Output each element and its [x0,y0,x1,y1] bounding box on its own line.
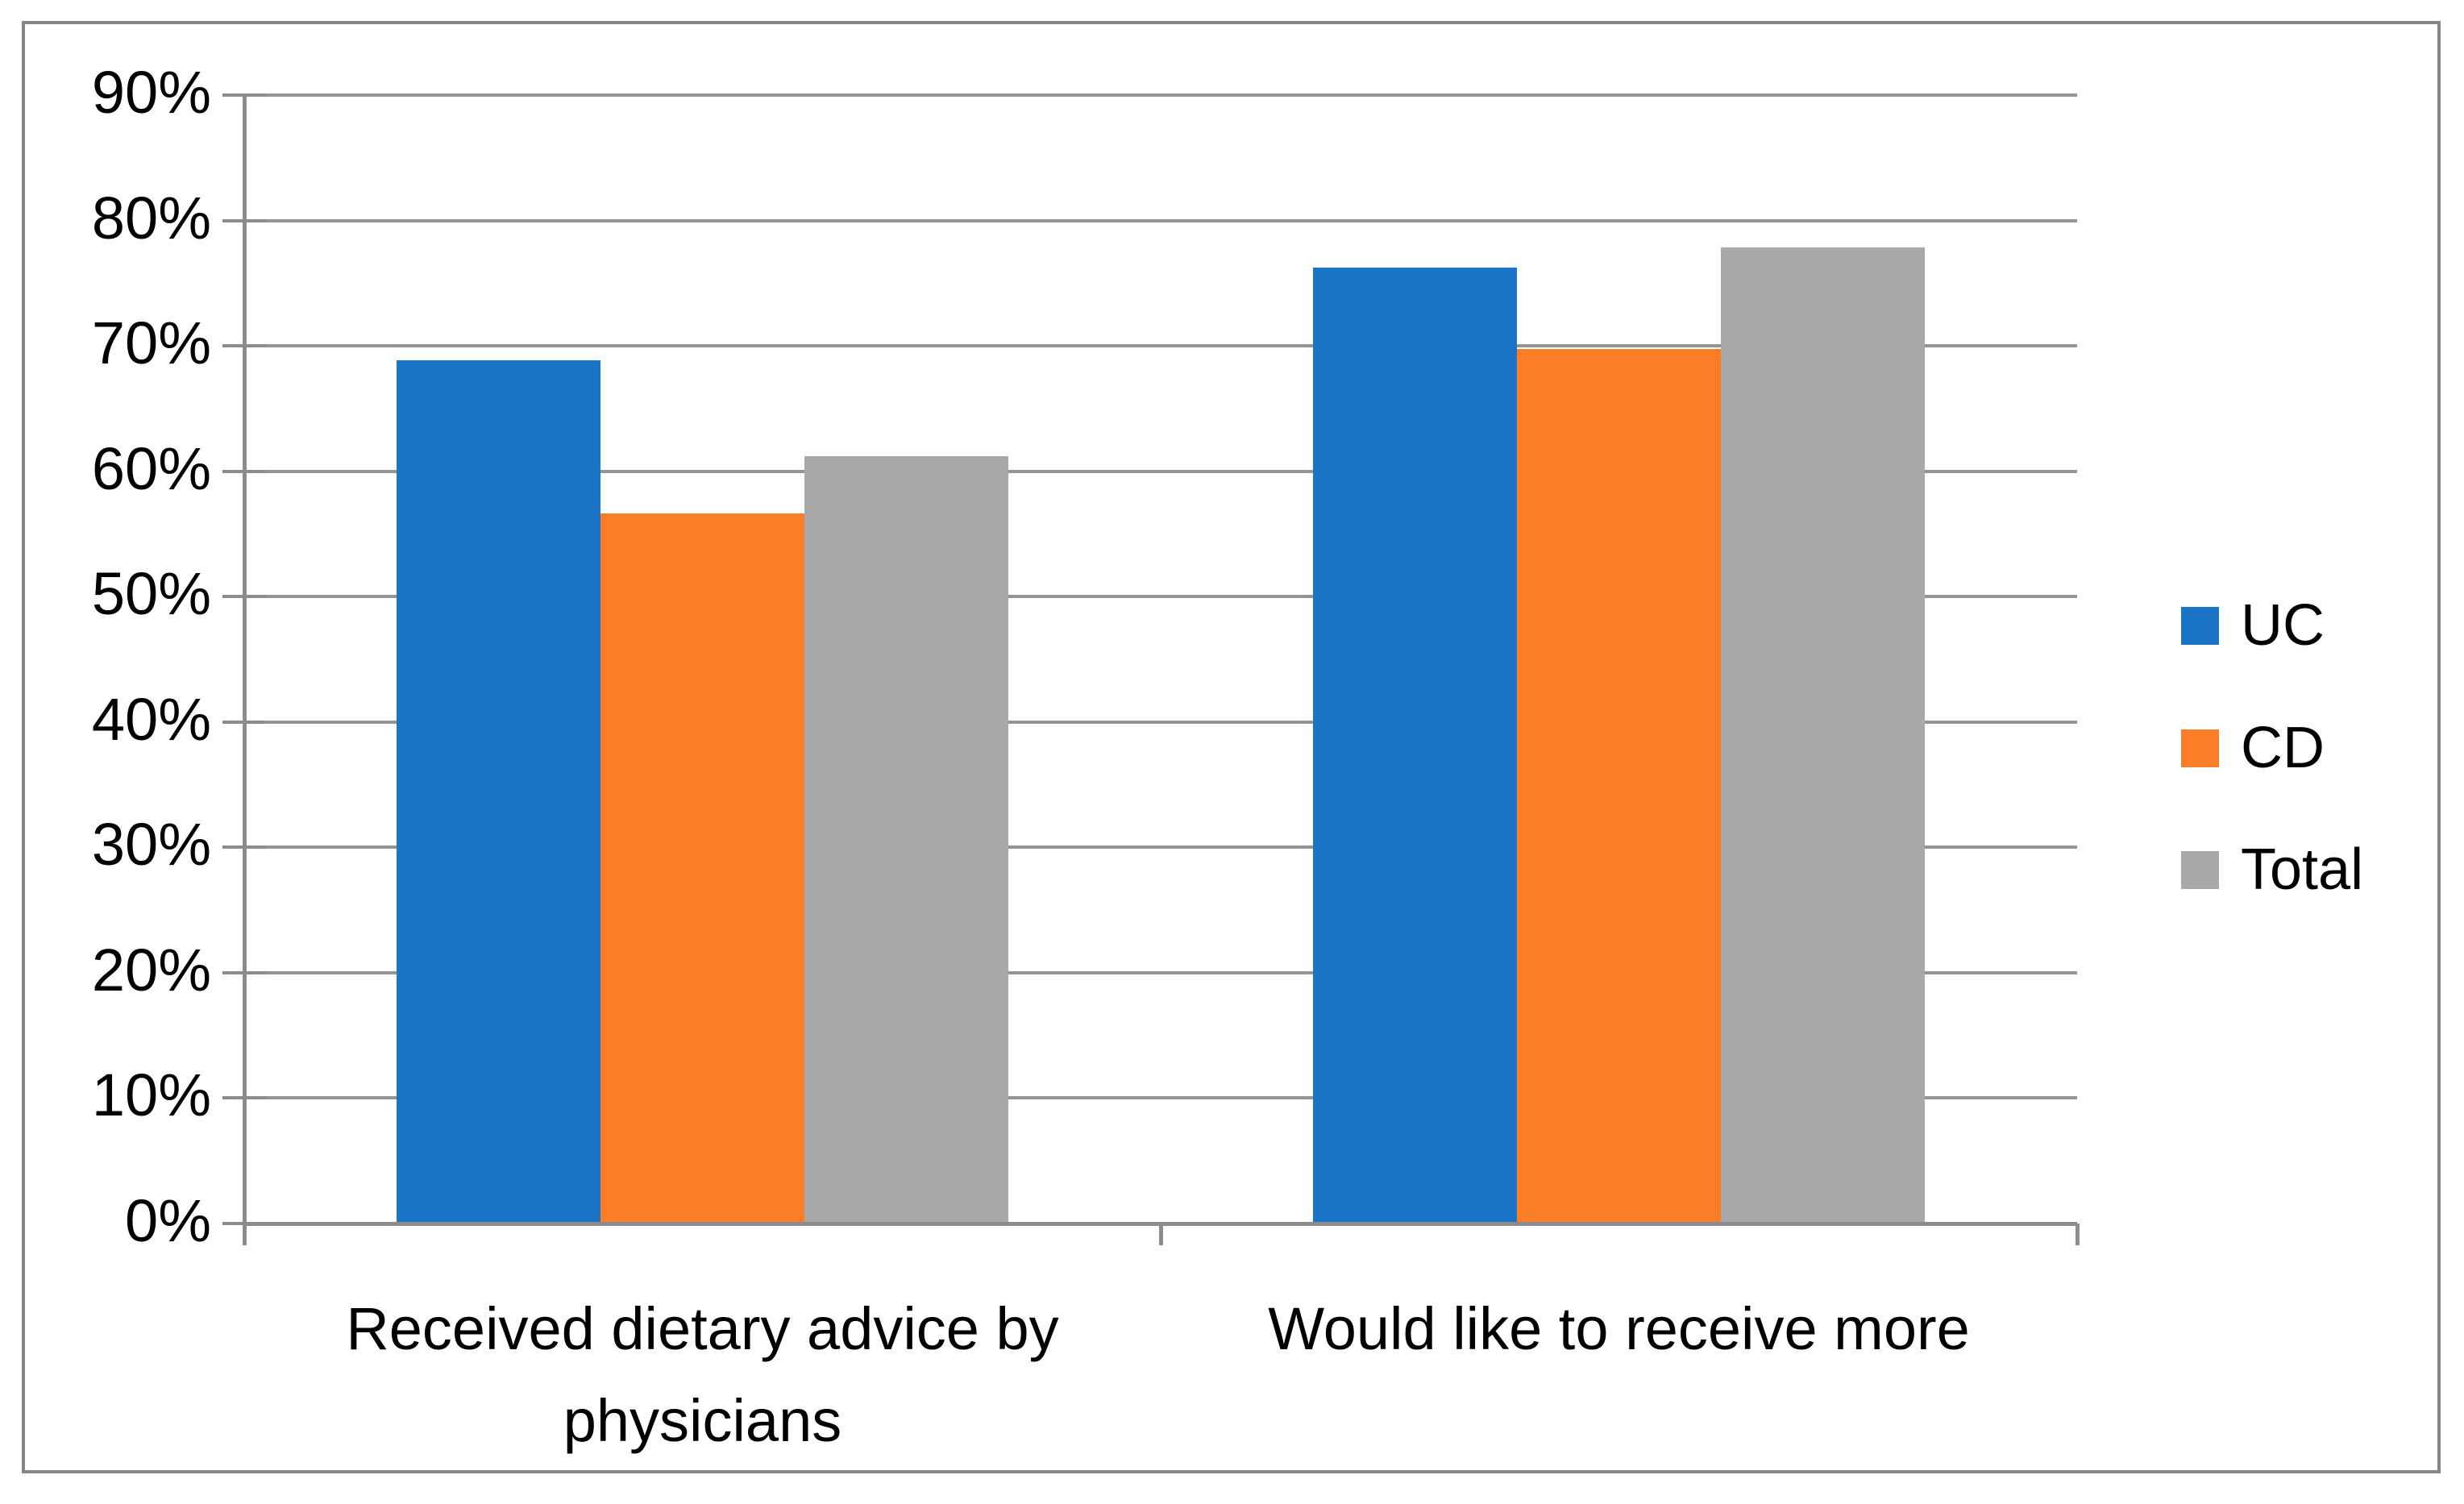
gridline-70% [244,344,2077,348]
y-tick-label-90%: 90% [91,59,211,126]
y-tick-label-50%: 50% [91,560,211,628]
figure-border [22,21,2441,1473]
legend-item-uc: UC [2181,588,2325,663]
gridline-20% [244,970,2077,974]
gridline-50% [244,595,2077,599]
bar-uc-category-1 [397,360,600,1222]
gridline-90% [244,93,2077,97]
bar-cd-category-2 [1517,349,1721,1222]
y-tick-label-80%: 80% [91,184,211,251]
legend-label-uc: UC [2241,593,2325,658]
x-tick-2 [2075,1224,2080,1245]
gridline-30% [244,845,2077,850]
y-tick-label-0%: 0% [125,1187,211,1254]
x-tick-1 [1159,1224,1163,1245]
gridline-60% [244,469,2077,473]
y-tick-label-70%: 70% [91,310,211,377]
y-tick-label-30%: 30% [91,811,211,879]
y-tick-label-60%: 60% [91,434,211,502]
bar-uc-category-2 [1313,268,1517,1222]
legend-label-cd: CD [2241,716,2325,780]
bar-total-category-2 [1721,247,1925,1222]
y-tick-label-20%: 20% [91,936,211,1003]
gridline-40% [244,720,2077,724]
legend-label-total: Total [2241,837,2364,902]
y-axis-line [243,95,247,1245]
x-tick-0 [243,1224,247,1245]
bar-total-category-1 [804,456,1008,1222]
y-tick-label-40%: 40% [91,685,211,753]
legend-item-cd: CD [2181,711,2325,785]
y-tick-label-10%: 10% [91,1062,211,1129]
legend-swatch-total-icon [2181,850,2219,889]
x-category-label-2: Would like to receive more [1268,1295,1970,1362]
legend-item-total: Total [2181,833,2363,907]
legend-swatch-cd-icon [2181,729,2219,767]
bar-cd-category-1 [600,513,804,1222]
plot-area [222,93,2080,1245]
x-category-label-1: Received dietary advice by physicians [346,1295,1059,1454]
gridline-80% [244,218,2077,222]
gridline-10% [244,1096,2077,1100]
legend-swatch-uc-icon [2181,606,2219,645]
